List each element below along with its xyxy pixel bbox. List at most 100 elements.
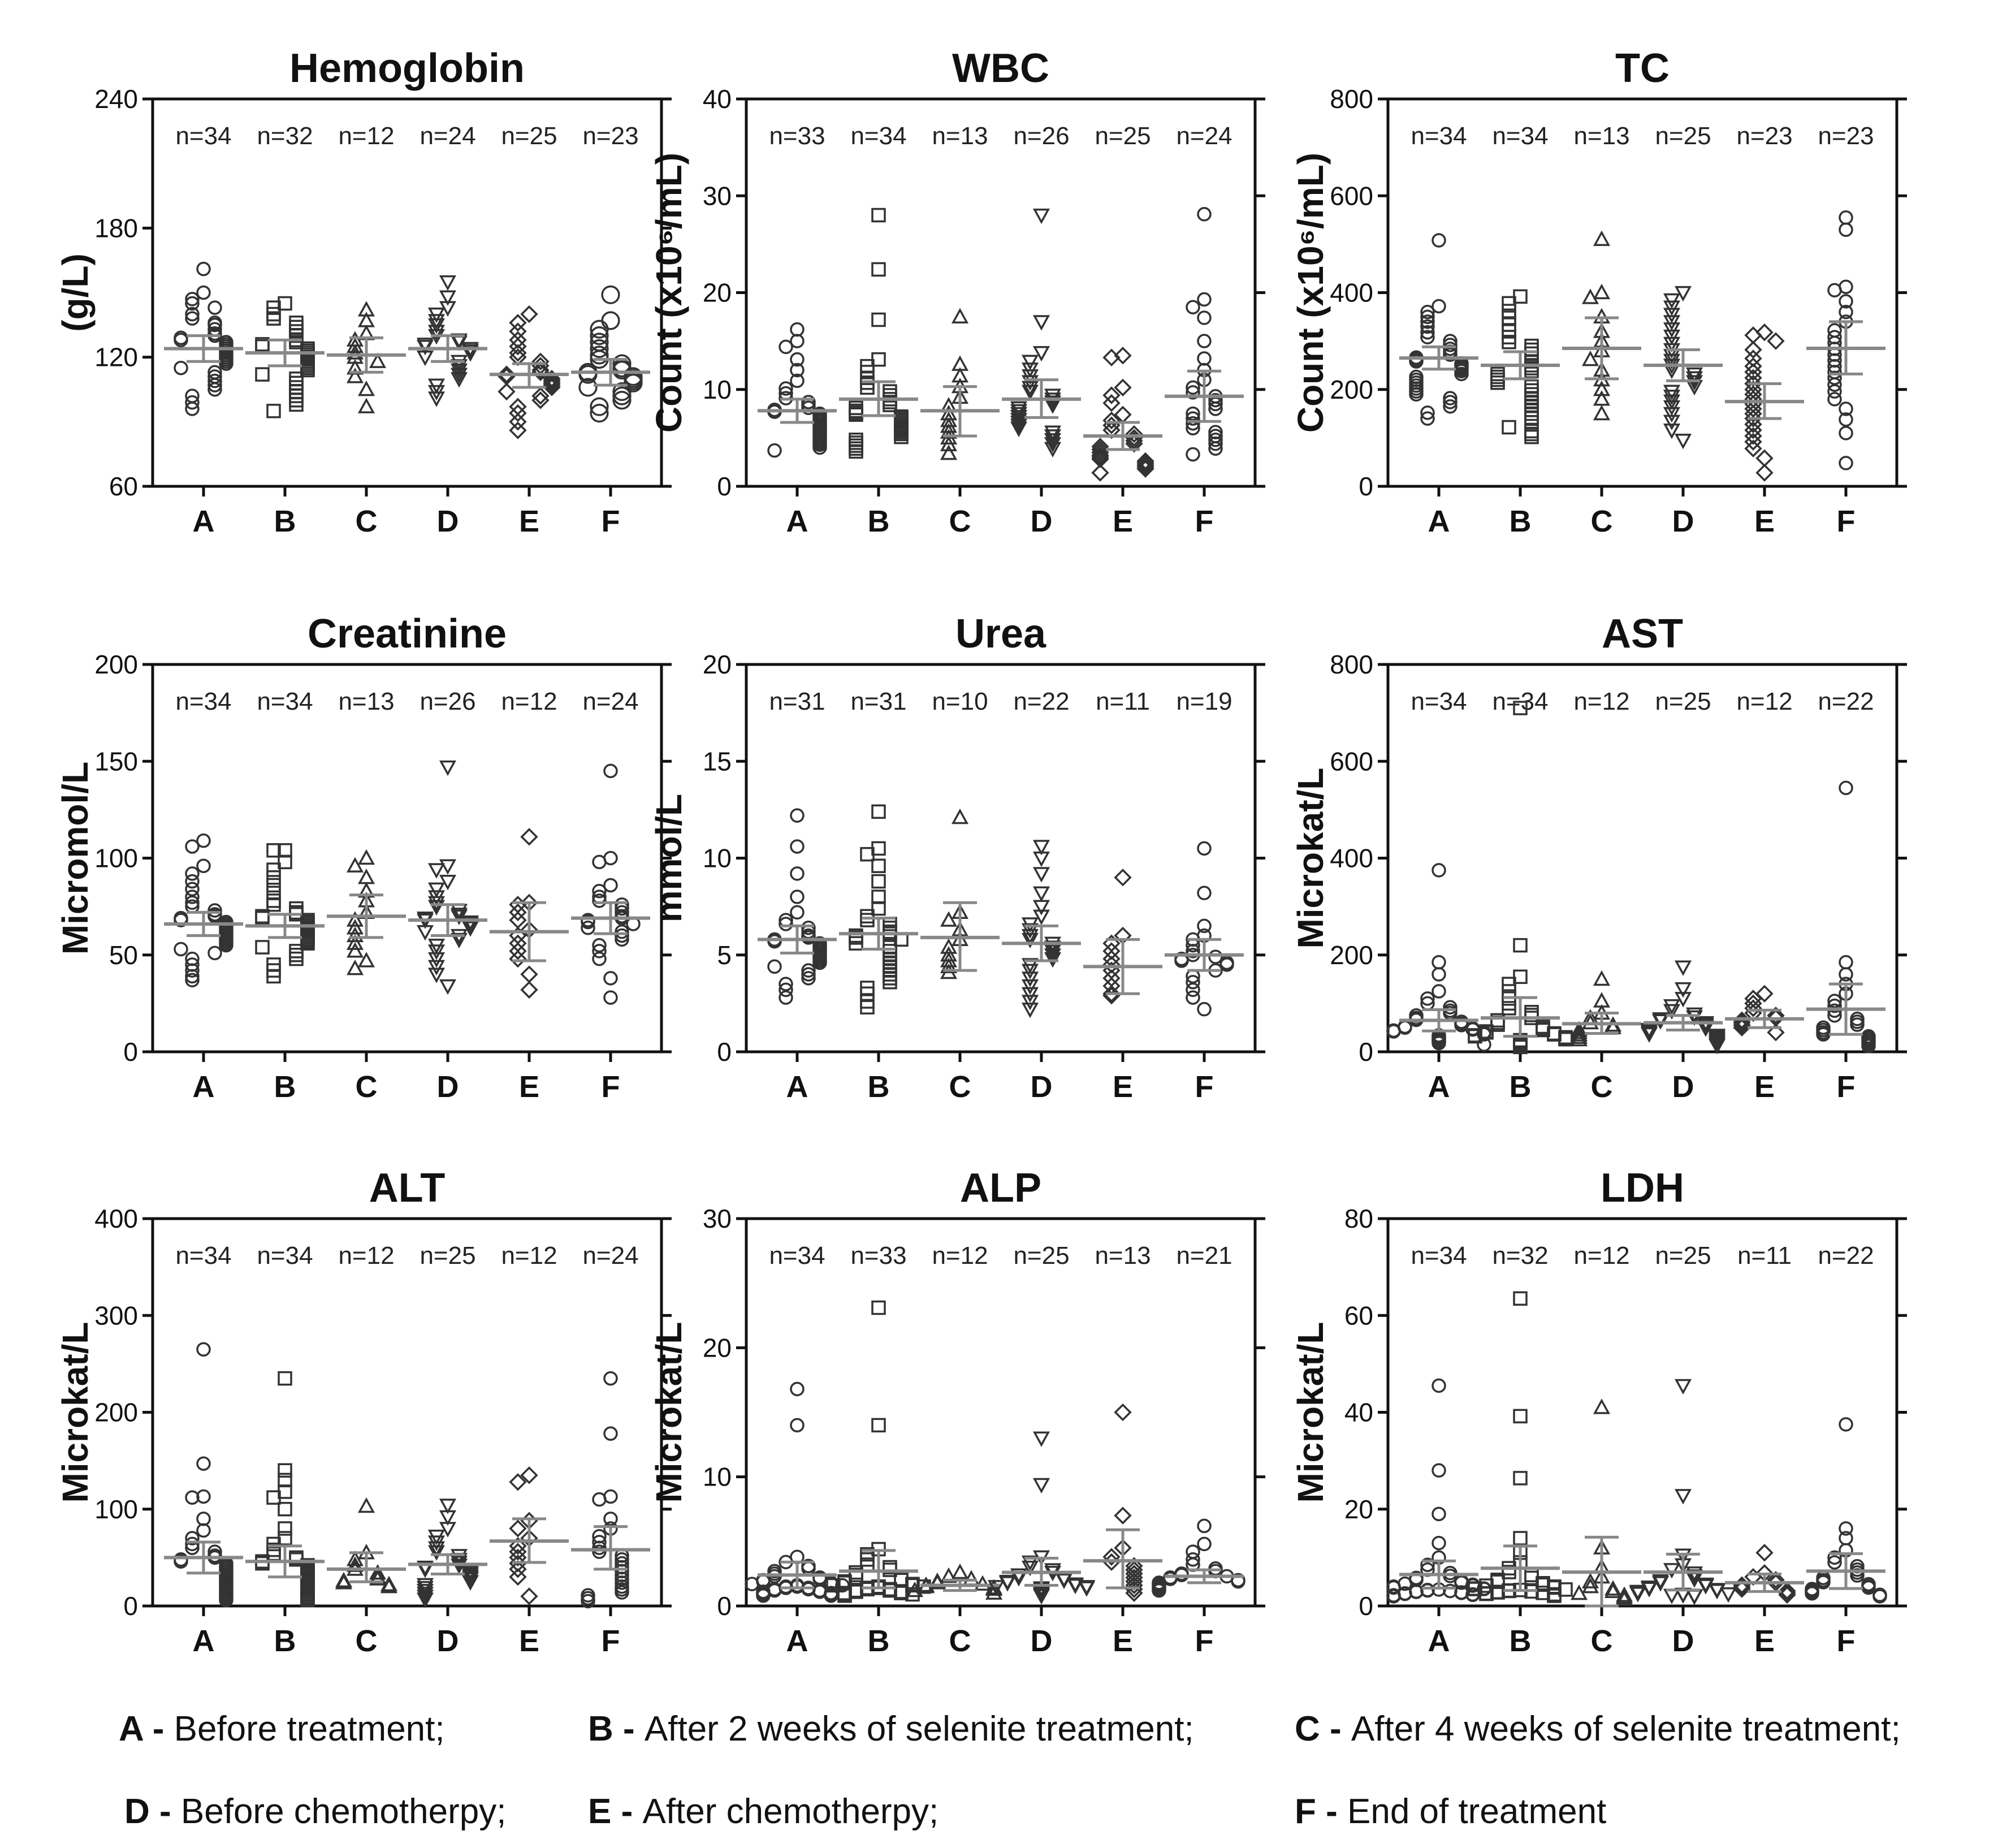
chart-4-point-F-22 [592,951,607,966]
chart-7-ytick-label-1: 100 [94,1495,138,1524]
chart-3-point-D-25 [1674,434,1692,450]
chart-3-point-C-1 [1593,230,1611,246]
chart-7-point-F-9 [592,1540,607,1555]
chart-3-xtick-label-4: E [1754,504,1775,538]
chart-3-ytick-label-0: 0 [1359,472,1373,501]
chart-4-xtick-label-2: C [356,1070,378,1104]
chart-8-point-A-2 [790,1418,805,1433]
chart-8-point-A-16 [745,1577,759,1591]
chart-4-point-B-2 [266,843,281,858]
chart-6-xtick-label-4: E [1754,1070,1775,1104]
chart-6-title: AST [1602,611,1683,657]
chart-5-ytick-label-0: 0 [717,1037,732,1067]
chart-4-point-F-5 [592,883,607,899]
chart-1-point-F-20 [612,386,632,405]
chart-1-n-label-0: n=34 [175,122,231,150]
chart-6-point-A-3 [1432,967,1446,982]
chart-7-point-D-2 [439,1510,457,1526]
chart-8-xtick-label-1: B [868,1624,890,1658]
chart-4-point-D-2 [439,859,457,875]
chart-6-point-B-3 [1513,969,1528,985]
chart-9-point-B-2 [1513,1409,1528,1424]
chart-3-title: TC [1615,46,1670,91]
chart-6-point-B-4 [1502,977,1516,991]
chart-5-point-A-4 [790,890,805,904]
chart-2-point-A-5 [790,362,805,378]
chart-7-xtick-label-1: B [274,1624,296,1658]
chart-5-point-D-18 [1021,972,1039,987]
chart-9-point-D-23 [1663,1588,1681,1604]
chart-6-ylabel: Microkat/L [1290,767,1331,948]
chart-2-point-C-12 [940,435,958,452]
chart-6-ytick-label-2: 400 [1330,844,1373,873]
chart-1-point-E-1 [520,305,538,323]
chart-5-point-D-22 [1021,1003,1039,1018]
chart-3-point-E-15 [1744,404,1762,423]
chart-3-point-D-4 [1663,308,1681,323]
chart-9-n-label-4: n=11 [1737,1242,1792,1270]
chart-3-xtick-label-3: D [1672,504,1694,538]
chart-3-point-A-30 [1443,391,1458,405]
chart-3-point-A-33 [1420,405,1435,420]
chart-2-point-A-12 [801,400,816,416]
chart-4-point-D-11 [450,909,468,925]
chart-3-point-B-30 [1524,415,1539,430]
chart-1-point-A-4 [185,296,200,311]
chart-2-n-label-3: n=26 [1013,122,1069,150]
chart-1-point-B-24 [255,367,270,382]
chart-1-point-D-21 [450,372,468,388]
chart-1-point-A-5 [207,300,222,315]
chart-4-n-label-4: n=12 [501,688,557,715]
chart-3-point-E-21 [1744,439,1762,457]
chart-5-xtick-label-4: E [1113,1070,1133,1104]
chart-5-point-A-11 [801,930,816,945]
chart-2-point-E-13 [1125,434,1143,453]
chart-6-point-A-4 [1432,984,1446,999]
chart-9-xtick-label-3: D [1672,1624,1694,1658]
chart-3-point-E-23 [1755,464,1774,482]
chart-5-point-F-2 [1197,886,1212,900]
chart-4-point-C-10 [346,934,364,950]
chart-2-point-D-8 [1021,381,1039,397]
chart-7-xtick-label-2: C [356,1624,378,1658]
chart-1-point-A-6 [185,306,200,322]
chart-9-point-A-4 [1432,1535,1446,1551]
chart-3-n-label-3: n=25 [1655,122,1711,150]
chart-2-point-D-4 [1021,355,1039,370]
chart-7-point-D-24 [416,1590,434,1605]
chart-1-point-A-7 [185,311,200,326]
chart-1-point-E-2 [509,314,527,332]
chart-1-point-E-25 [509,421,527,439]
chart-8-point-D-4 [1021,1555,1039,1571]
chart-5-point-D-4 [1032,886,1050,902]
chart-8-point-E-1 [1114,1403,1132,1422]
chart-6-point-D-3 [1674,992,1692,1008]
chart-3-ylabel: Count (x10⁶/mL) [1290,153,1331,433]
chart-9-point-D-19 [1629,1587,1647,1603]
chart-3-point-D-1 [1674,286,1692,302]
chart-7-n-label-0: n=34 [175,1242,231,1270]
chart-3-point-A-2 [1432,299,1446,314]
chart-3-point-A-16 [1409,354,1424,369]
chart-9-n-label-0: n=34 [1411,1242,1467,1270]
chart-6-ytick-label-3: 600 [1330,746,1373,776]
chart-7-point-F-5 [603,1512,618,1526]
chart-5-point-B-7 [871,901,886,916]
chart-5-n-label-3: n=22 [1013,688,1069,715]
chart-4-point-D-3 [427,863,446,879]
chart-9-xtick-label-4: E [1754,1624,1775,1658]
chart-4-point-C-2 [346,857,364,873]
chart-3-point-D-23 [1663,414,1681,430]
chart-4-point-F-24 [603,990,618,1005]
chart-1-point-A-9 [207,317,222,333]
chart-3-ytick-label-4: 800 [1330,84,1373,114]
chart-7-point-A-2 [196,1456,211,1471]
chart-4-point-B-3 [278,854,292,870]
chart-5-point-F-19 [1197,1001,1212,1017]
chart-1-n-label-4: n=25 [501,122,557,150]
chart-1-n-label-1: n=32 [257,122,313,150]
chart-2-point-E-17 [1091,446,1109,464]
chart-1: Hemoglobin 60 120 180 240 (g/L) An=34 Bn=32 Cn=1… [55,46,672,538]
chart-1-point-F-7 [590,346,609,365]
chart-6-point-E-10 [1733,1016,1751,1034]
